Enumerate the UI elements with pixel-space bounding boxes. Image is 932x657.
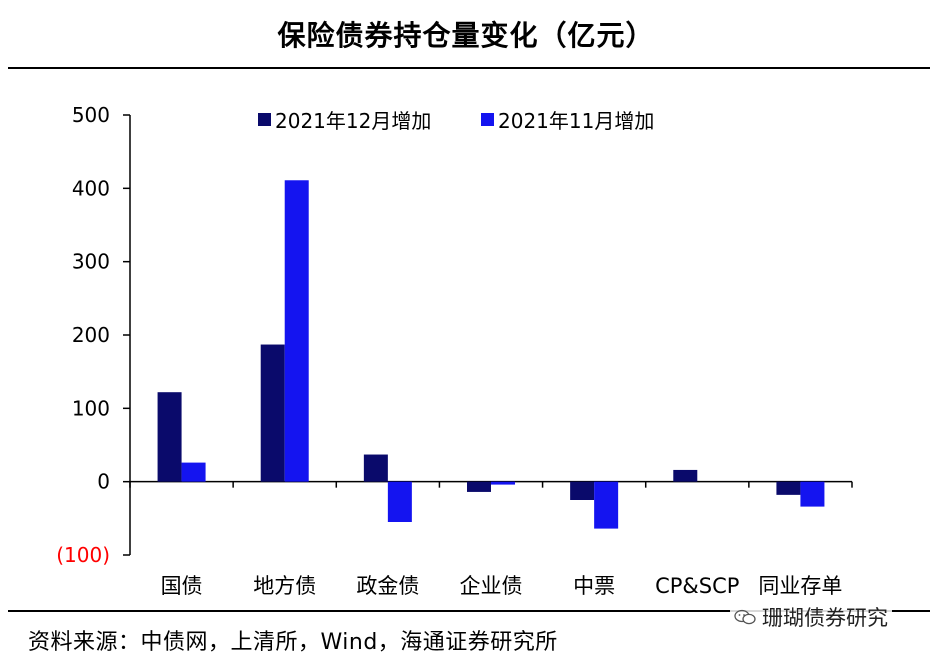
footer-rule bbox=[8, 610, 930, 612]
legend-swatch-0 bbox=[258, 113, 271, 126]
y-tick-label: 0 bbox=[97, 470, 110, 494]
bar-dec-5 bbox=[673, 469, 698, 482]
watermark-text: 珊瑚债券研究 bbox=[762, 606, 888, 630]
x-category-label: 政金债 bbox=[356, 574, 419, 598]
x-category-label: 国债 bbox=[161, 574, 203, 598]
x-category-label: 地方债 bbox=[253, 574, 316, 598]
bar-nov-0 bbox=[181, 462, 206, 482]
x-category-label: 中票 bbox=[573, 574, 615, 598]
x-category-label: 同业存单 bbox=[758, 574, 842, 598]
bar-nov-4 bbox=[594, 481, 619, 529]
wechat-icon bbox=[734, 609, 756, 625]
legend-swatch-1 bbox=[481, 113, 494, 126]
bar-nov-2 bbox=[387, 481, 412, 522]
y-tick-label: 500 bbox=[72, 103, 110, 127]
x-category-label: CP&SCP bbox=[655, 574, 739, 598]
bar-dec-6 bbox=[776, 481, 801, 495]
bar-dec-3 bbox=[467, 481, 491, 492]
bar-dec-1 bbox=[260, 344, 285, 482]
legend-label-1: 2021年11月增加 bbox=[498, 109, 654, 133]
source-note: 资料来源：中债网，上清所，Wind，海通证券研究所 bbox=[28, 630, 558, 655]
y-tick-label: 300 bbox=[72, 250, 110, 274]
y-tick-label: (100) bbox=[56, 543, 110, 567]
bar-nov-1 bbox=[284, 180, 309, 482]
bar-chart: 500 400 300 200 100 0 (100) 国债 地方债 政金债 企业债 中票 CP&SCP… bbox=[56, 103, 853, 598]
chart-title: 保险债券持仓量变化（亿元） bbox=[277, 19, 655, 52]
watermark: 珊瑚债券研究 bbox=[730, 600, 892, 634]
bar-nov-6 bbox=[800, 481, 825, 507]
bar-dec-2 bbox=[363, 454, 388, 482]
x-category-label: 企业债 bbox=[460, 574, 523, 598]
y-tick-label: 100 bbox=[72, 396, 110, 420]
bar-dec-4 bbox=[570, 481, 595, 500]
bar-dec-0 bbox=[157, 392, 182, 482]
legend-label-0: 2021年12月增加 bbox=[275, 109, 431, 133]
y-tick-label: 400 bbox=[72, 176, 110, 200]
bar-nov-3 bbox=[491, 481, 515, 485]
title-underline bbox=[8, 67, 930, 69]
y-tick-label: 200 bbox=[72, 323, 110, 347]
